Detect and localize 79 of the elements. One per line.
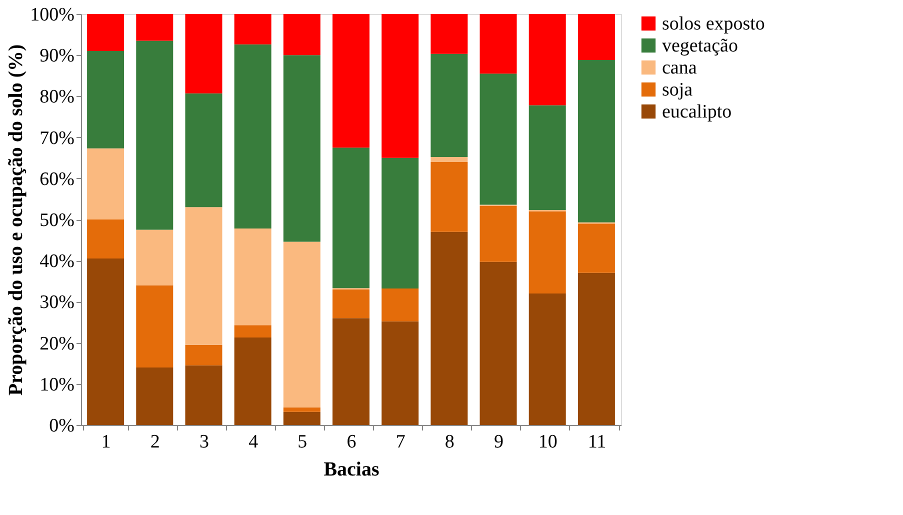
x-axis-title: Bacias (324, 458, 380, 480)
bar (234, 228, 272, 326)
y-tick-label: 0% (49, 416, 75, 436)
y-axis-title: Proporção do uso e ocupação do solo (%) (5, 44, 28, 396)
bar (136, 367, 174, 425)
bar (136, 285, 174, 368)
bar (430, 232, 468, 425)
bar (185, 344, 222, 366)
bar (578, 272, 615, 425)
y-tick-label: 20% (40, 333, 75, 354)
legend-label: cana (662, 58, 698, 78)
y-tick-label: 100% (30, 4, 75, 26)
bar (234, 44, 272, 229)
bar (382, 321, 419, 425)
x-tick-label: 8 (444, 432, 454, 452)
bar (430, 162, 468, 232)
bar (283, 55, 320, 242)
y-tick-label: 50% (40, 210, 75, 231)
bar (87, 50, 124, 148)
bar (283, 412, 320, 425)
x-tick-label: 10 (538, 432, 558, 452)
y-tick-label: 70% (40, 128, 75, 149)
x-tick-label: 9 (494, 432, 504, 452)
bar (185, 14, 222, 94)
y-tick-label: 30% (40, 292, 75, 314)
bar (480, 14, 517, 74)
bar (528, 293, 566, 425)
bar (234, 337, 272, 425)
legend-label: vegetação (662, 36, 738, 56)
bar (578, 224, 615, 273)
bar (332, 14, 370, 148)
bar (185, 207, 222, 345)
bar (283, 14, 320, 56)
bar (430, 14, 468, 54)
bar (136, 230, 174, 286)
bar (234, 14, 272, 44)
legend-label: solos exposto (662, 14, 765, 34)
x-tick-label: 11 (588, 432, 606, 452)
bar (528, 14, 566, 106)
y-tick-label: 60% (40, 168, 75, 190)
bar (87, 148, 124, 220)
bar (136, 40, 174, 230)
bar (87, 220, 124, 259)
x-tick-label: 1 (101, 432, 111, 452)
x-tick-label: 4 (248, 432, 259, 452)
x-tick-label: 5 (298, 432, 308, 452)
bar (528, 105, 566, 210)
y-tick-label: 80% (40, 86, 75, 108)
bar (185, 93, 222, 208)
bar (430, 54, 468, 158)
bar (382, 288, 419, 322)
x-tick-label: 6 (346, 432, 356, 452)
x-tick-label: 3 (199, 432, 209, 452)
y-tick-label: 40% (40, 251, 75, 272)
bar (480, 262, 517, 425)
bar (332, 318, 370, 425)
bar (480, 206, 517, 262)
bar (332, 148, 370, 288)
legend-label: eucalipto (662, 102, 732, 122)
bar (382, 14, 419, 158)
bar (87, 14, 124, 51)
bar (480, 74, 517, 205)
y-tick-label: 10% (40, 374, 75, 396)
bar (234, 325, 272, 338)
bar (382, 158, 419, 289)
bar (578, 14, 615, 60)
legend-label: soja (662, 80, 694, 100)
bar (578, 60, 615, 222)
bar (283, 407, 320, 412)
bar (528, 211, 566, 294)
x-tick-label: 7 (396, 432, 406, 452)
bar (136, 14, 174, 41)
bar (185, 365, 222, 425)
bar (87, 258, 124, 425)
y-tick-label: 90% (40, 46, 75, 67)
x-tick-label: 2 (150, 432, 160, 452)
bar (283, 242, 320, 408)
bar (430, 157, 468, 162)
bar (332, 289, 370, 318)
